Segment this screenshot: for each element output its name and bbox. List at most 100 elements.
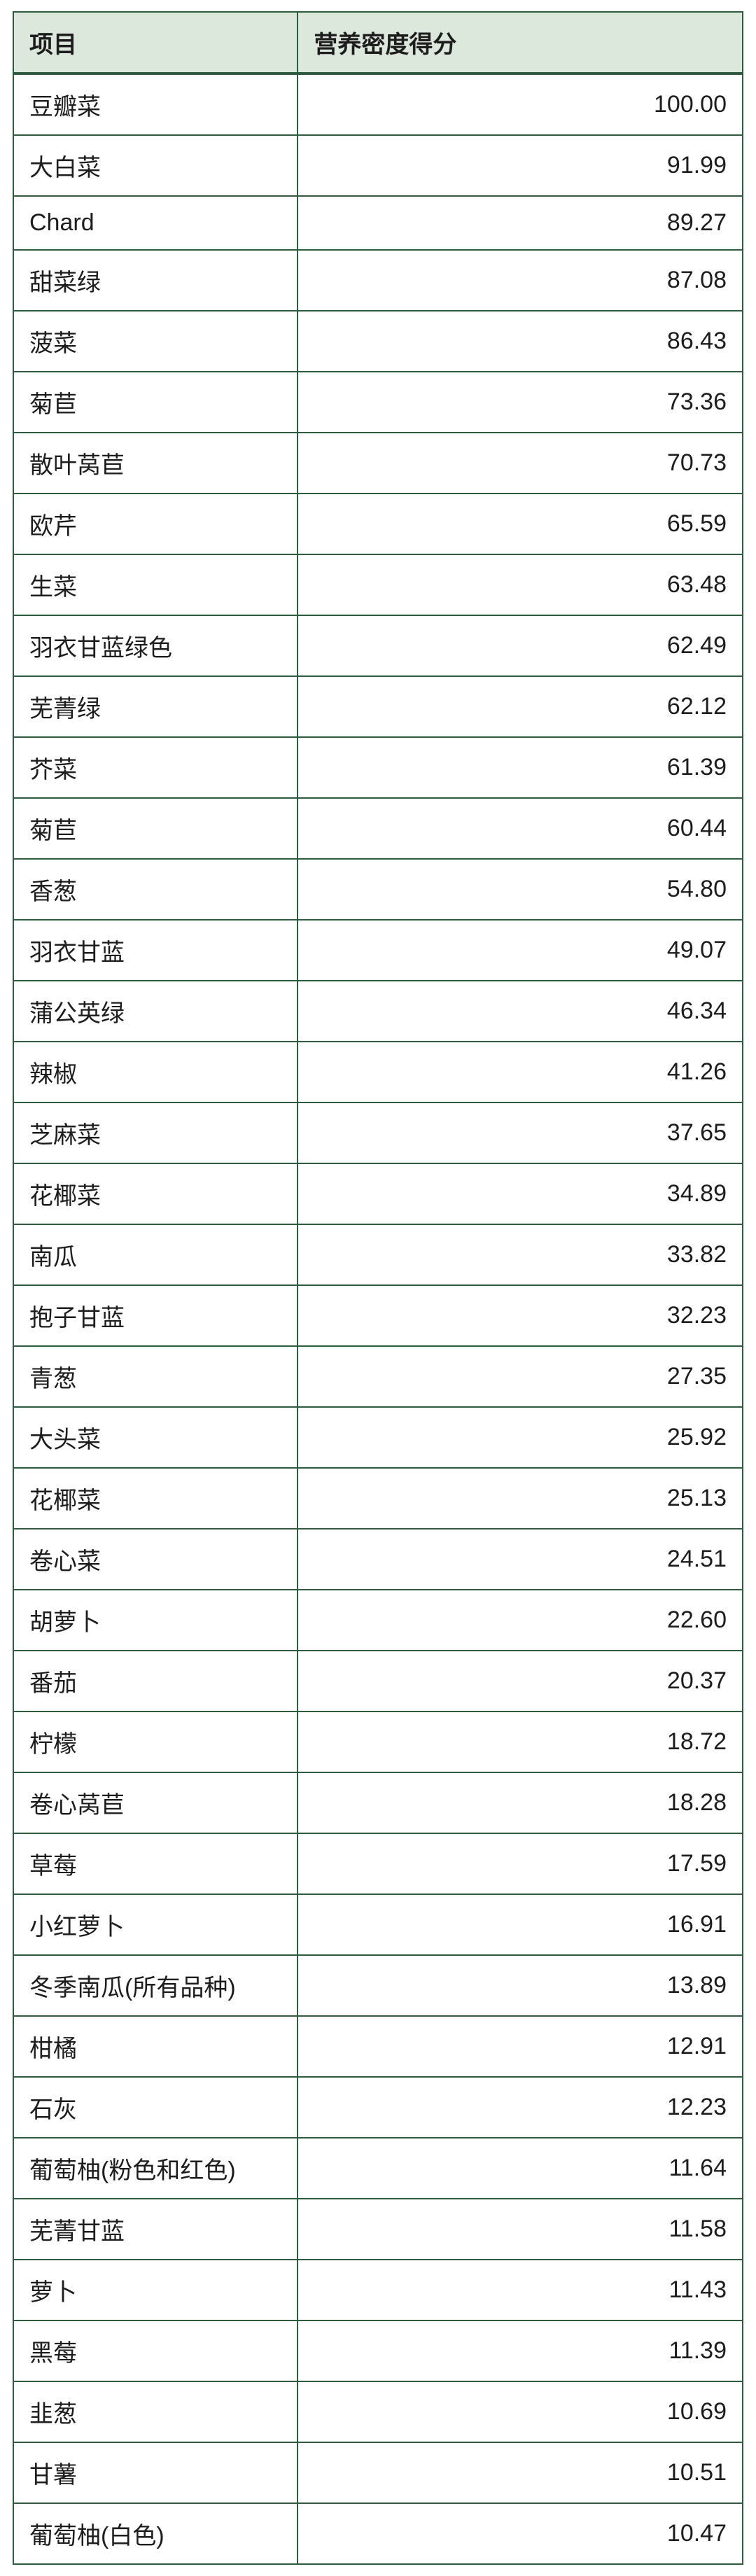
cell-score: 10.51 [298,2442,743,2503]
table-row: 甜菜绿87.08 [13,250,743,311]
table-row: 柑橘12.91 [13,2016,743,2077]
cell-score: 63.48 [298,554,743,615]
cell-score: 12.91 [298,2016,743,2077]
cell-item: 辣椒 [13,1042,298,1102]
table-row: 菊苣73.36 [13,372,743,433]
cell-item: 芥菜 [13,737,298,798]
cell-item: 花椰菜 [13,1468,298,1529]
table-row: 羽衣甘蓝绿色62.49 [13,615,743,676]
cell-item: 芜菁绿 [13,676,298,737]
cell-score: 25.92 [298,1407,743,1468]
table-row: 萝卜11.43 [13,2260,743,2320]
cell-score: 86.43 [298,311,743,372]
cell-score: 62.12 [298,676,743,737]
table-row: 芜菁绿62.12 [13,676,743,737]
cell-item: 黑莓 [13,2320,298,2381]
table-row: 草莓17.59 [13,1833,743,1894]
cell-score: 54.80 [298,859,743,920]
table-row: 蒲公英绿46.34 [13,981,743,1042]
cell-score: 60.44 [298,798,743,859]
table-row: 韭葱10.69 [13,2381,743,2442]
table-header-row: 项目 营养密度得分 [13,12,743,74]
table-row: 葡萄柚(白色)10.47 [13,2503,743,2564]
cell-score: 16.91 [298,1894,743,1955]
cell-score: 100.00 [298,74,743,135]
table-row: 番茄20.37 [13,1651,743,1712]
table-row: 冬季南瓜(所有品种)13.89 [13,1955,743,2016]
cell-item: 芜菁甘蓝 [13,2199,298,2260]
cell-item: 葡萄柚(白色) [13,2503,298,2564]
cell-item: 胡萝卜 [13,1590,298,1651]
cell-item: 大白菜 [13,135,298,196]
cell-score: 46.34 [298,981,743,1042]
table-row: 葡萄柚(粉色和红色)11.64 [13,2138,743,2199]
table-row: 石灰12.23 [13,2077,743,2138]
cell-item: 芝麻菜 [13,1102,298,1163]
cell-score: 49.07 [298,920,743,981]
table-row: 欧芹65.59 [13,493,743,554]
cell-item: 花椰菜 [13,1163,298,1224]
cell-item: 菊苣 [13,798,298,859]
cell-score: 34.89 [298,1163,743,1224]
table-row: 青葱27.35 [13,1346,743,1407]
table-row: 花椰菜25.13 [13,1468,743,1529]
table-row: 生菜63.48 [13,554,743,615]
cell-item: 香葱 [13,859,298,920]
cell-score: 91.99 [298,135,743,196]
cell-score: 11.58 [298,2199,743,2260]
table-row: 甘薯10.51 [13,2442,743,2503]
cell-item: 卷心莴苣 [13,1772,298,1833]
cell-item: Chard [13,196,298,250]
table-row: 卷心莴苣18.28 [13,1772,743,1833]
column-header-item: 项目 [13,12,298,74]
cell-score: 87.08 [298,250,743,311]
table-row: 散叶莴苣70.73 [13,433,743,493]
cell-score: 62.49 [298,615,743,676]
table-row: 大头菜25.92 [13,1407,743,1468]
cell-item: 抱子甘蓝 [13,1285,298,1346]
cell-item: 甘薯 [13,2442,298,2503]
cell-item: 甜菜绿 [13,250,298,311]
cell-score: 18.72 [298,1712,743,1772]
cell-score: 10.69 [298,2381,743,2442]
nutrition-table-container: 项目 营养密度得分 豆瓣菜100.00大白菜91.99Chard89.27甜菜绿… [0,0,756,2576]
cell-item: 番茄 [13,1651,298,1712]
cell-item: 南瓜 [13,1224,298,1285]
table-row: Chard89.27 [13,196,743,250]
table-row: 胡萝卜22.60 [13,1590,743,1651]
table-row: 大白菜91.99 [13,135,743,196]
table-row: 菊苣60.44 [13,798,743,859]
table-row: 黑莓11.39 [13,2320,743,2381]
cell-item: 菊苣 [13,372,298,433]
cell-item: 羽衣甘蓝绿色 [13,615,298,676]
table-row: 卷心菜24.51 [13,1529,743,1590]
cell-score: 33.82 [298,1224,743,1285]
table-row: 羽衣甘蓝49.07 [13,920,743,981]
cell-score: 73.36 [298,372,743,433]
table-row: 柠檬18.72 [13,1712,743,1772]
cell-score: 61.39 [298,737,743,798]
cell-score: 11.43 [298,2260,743,2320]
cell-item: 石灰 [13,2077,298,2138]
cell-score: 22.60 [298,1590,743,1651]
table-row: 抱子甘蓝32.23 [13,1285,743,1346]
cell-score: 20.37 [298,1651,743,1712]
cell-score: 70.73 [298,433,743,493]
cell-item: 蒲公英绿 [13,981,298,1042]
cell-item: 草莓 [13,1833,298,1894]
cell-item: 大头菜 [13,1407,298,1468]
table-row: 花椰菜34.89 [13,1163,743,1224]
cell-score: 11.64 [298,2138,743,2199]
cell-item: 青葱 [13,1346,298,1407]
table-row: 辣椒41.26 [13,1042,743,1102]
cell-score: 11.39 [298,2320,743,2381]
cell-item: 韭葱 [13,2381,298,2442]
column-header-score: 营养密度得分 [298,12,743,74]
cell-item: 羽衣甘蓝 [13,920,298,981]
cell-score: 17.59 [298,1833,743,1894]
cell-item: 柠檬 [13,1712,298,1772]
cell-item: 菠菜 [13,311,298,372]
table-row: 香葱54.80 [13,859,743,920]
cell-score: 13.89 [298,1955,743,2016]
cell-score: 25.13 [298,1468,743,1529]
